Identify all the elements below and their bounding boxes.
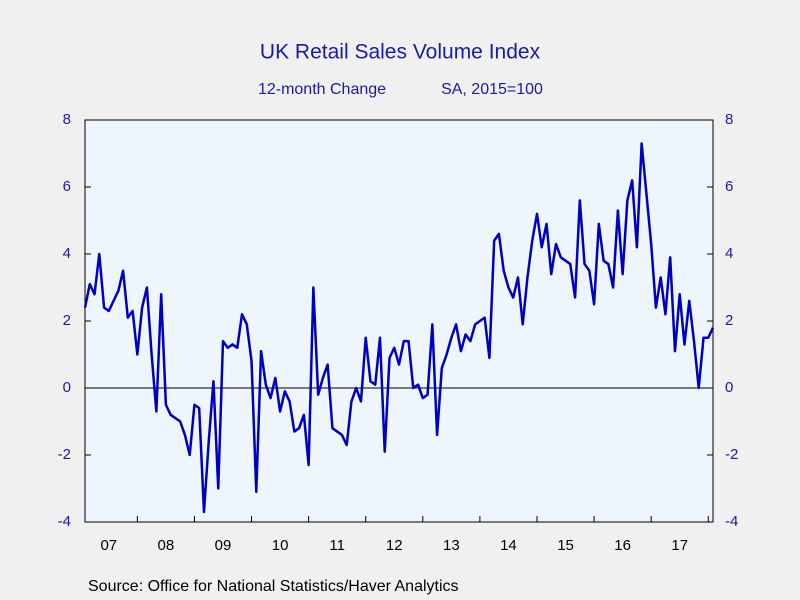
y2-tick-label: 8 bbox=[725, 111, 733, 128]
y2-tick-label: 4 bbox=[725, 245, 733, 262]
y-tick-label: 4 bbox=[63, 245, 71, 262]
x-tick-label: 17 bbox=[671, 537, 688, 554]
y2-tick-label: 6 bbox=[725, 178, 733, 195]
y2-tick-label: -4 bbox=[725, 513, 738, 530]
y2-tick-label: -2 bbox=[725, 446, 738, 463]
x-tick-label: 12 bbox=[386, 537, 403, 554]
x-tick-label: 16 bbox=[614, 537, 631, 554]
x-tick-label: 11 bbox=[329, 537, 345, 554]
x-tick-label: 14 bbox=[500, 537, 517, 554]
subtitle: SA, 2015=100 bbox=[441, 81, 543, 98]
source: Source: Office for National Statistics/H… bbox=[88, 578, 459, 595]
y-tick-label: 2 bbox=[63, 312, 71, 329]
x-tick-label: 08 bbox=[158, 537, 175, 554]
x-tick-label: 07 bbox=[100, 537, 117, 554]
x-tick-label: 15 bbox=[557, 537, 574, 554]
y-tick-label: -2 bbox=[58, 446, 71, 463]
x-tick-label: 09 bbox=[215, 537, 232, 554]
y-tick-label: 6 bbox=[63, 178, 71, 195]
y2-tick-label: 0 bbox=[725, 379, 733, 396]
y2-tick-label: 2 bbox=[725, 312, 733, 329]
x-tick-label: 10 bbox=[272, 537, 289, 554]
x-tick-label: 13 bbox=[443, 537, 460, 554]
y-tick-label: 0 bbox=[63, 379, 71, 396]
chart-title: UK Retail Sales Volume Index bbox=[260, 41, 541, 64]
line-series bbox=[83, 142, 715, 514]
plot-area bbox=[84, 119, 714, 523]
subtitle: 12-month Change bbox=[258, 81, 386, 98]
y-tick-label: -4 bbox=[58, 513, 71, 530]
y-tick-label: 8 bbox=[63, 111, 71, 128]
